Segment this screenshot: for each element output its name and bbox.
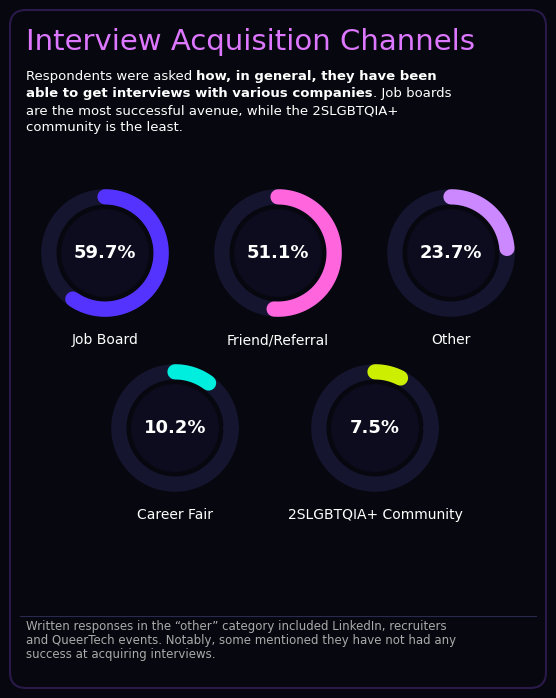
Text: how, in general, they have been: how, in general, they have been	[196, 70, 437, 83]
Text: Written responses in the “other” category included LinkedIn, recruiters: Written responses in the “other” categor…	[26, 620, 446, 633]
Text: able to get interviews with various companies: able to get interviews with various comp…	[26, 87, 373, 100]
Text: 2SLGBTQIA+ Community: 2SLGBTQIA+ Community	[287, 508, 463, 522]
Circle shape	[132, 385, 218, 471]
Text: 10.2%: 10.2%	[144, 419, 206, 437]
FancyBboxPatch shape	[10, 10, 546, 688]
Text: Career Fair: Career Fair	[137, 508, 213, 522]
Text: Other: Other	[431, 333, 471, 347]
Circle shape	[408, 210, 494, 296]
Text: are the most successful avenue, while the 2SLGBTQIA+: are the most successful avenue, while th…	[26, 104, 399, 117]
Circle shape	[235, 210, 321, 296]
Text: community is the least.: community is the least.	[26, 121, 183, 134]
Text: Interview Acquisition Channels: Interview Acquisition Channels	[26, 28, 475, 56]
Circle shape	[332, 385, 418, 471]
Text: Respondents were asked: Respondents were asked	[26, 70, 196, 83]
Circle shape	[62, 210, 148, 296]
Text: 51.1%: 51.1%	[247, 244, 309, 262]
Text: 59.7%: 59.7%	[74, 244, 136, 262]
Text: . Job boards: . Job boards	[373, 87, 451, 100]
Text: 7.5%: 7.5%	[350, 419, 400, 437]
Text: Job Board: Job Board	[72, 333, 138, 347]
Text: success at acquiring interviews.: success at acquiring interviews.	[26, 648, 216, 661]
Text: Friend/Referral: Friend/Referral	[227, 333, 329, 347]
Text: and QueerTech events. Notably, some mentioned they have not had any: and QueerTech events. Notably, some ment…	[26, 634, 456, 647]
Text: 23.7%: 23.7%	[420, 244, 482, 262]
